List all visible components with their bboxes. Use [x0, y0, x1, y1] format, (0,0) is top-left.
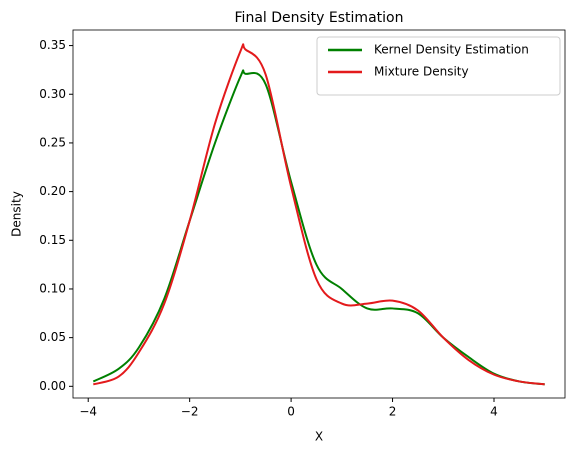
line-series [92, 69, 545, 386]
x-tick-label: 2 [389, 405, 397, 419]
y-tick-label: 0.35 [39, 38, 66, 52]
line-series [92, 43, 545, 386]
legend-label: Mixture Density [374, 65, 469, 79]
legend-label: Kernel Density Estimation [374, 43, 529, 57]
legend-box [316, 36, 561, 96]
y-tick-label: 0.15 [39, 233, 66, 247]
y-tick-label: 0.30 [39, 87, 66, 101]
y-axis-label: Density [10, 191, 24, 237]
y-tick-label: 0.25 [39, 135, 66, 149]
plot-frame [72, 29, 566, 399]
x-tick-label: −4 [79, 405, 97, 419]
x-tick-label: 4 [490, 405, 498, 419]
y-tick-label: 0.05 [39, 330, 66, 344]
x-axis-label: X [315, 430, 323, 444]
y-tick-label: 0.20 [39, 184, 66, 198]
chart-title: Final Density Estimation [235, 10, 404, 26]
y-tick-label: 0.00 [39, 379, 66, 393]
y-tick-label: 0.10 [39, 281, 66, 295]
x-tick-label: −2 [181, 405, 199, 419]
x-tick-label: 0 [287, 405, 295, 419]
